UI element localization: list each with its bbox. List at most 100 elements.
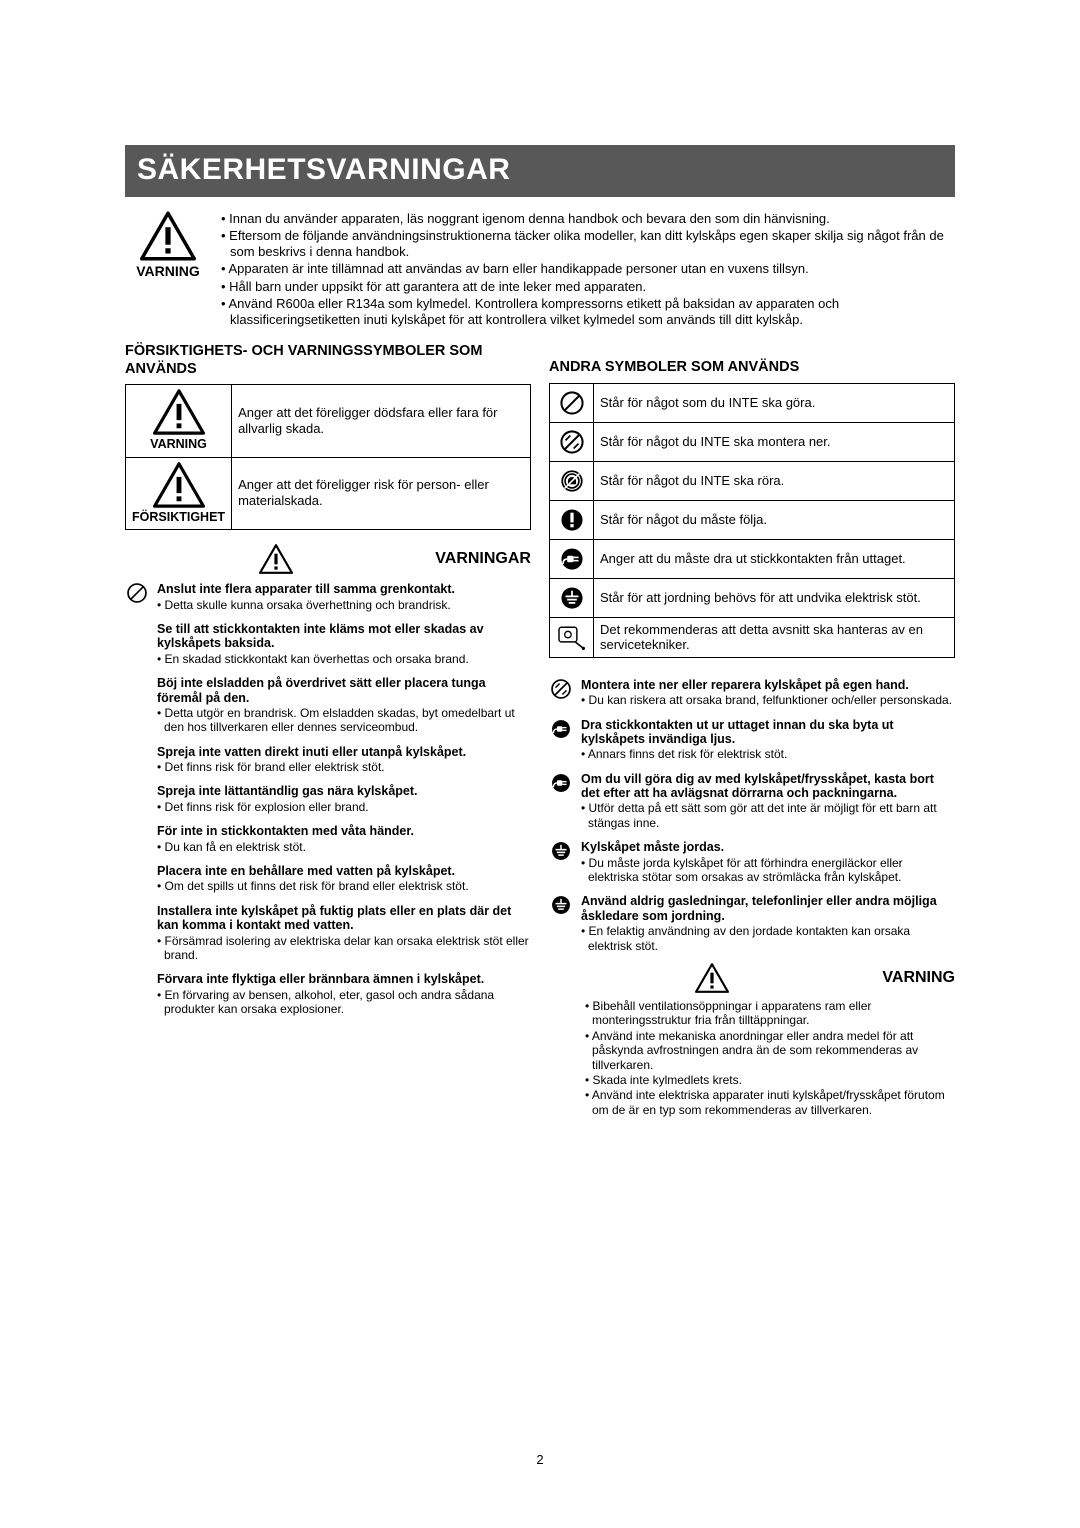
ground-icon — [550, 578, 594, 617]
warning-heading: Montera inte ner eller reparera kylskåpe… — [581, 678, 955, 692]
table-row: VARNING Anger att det föreligger dödsfar… — [126, 385, 531, 458]
warning-line: • Du kan få en elektrisk stöt. — [157, 840, 531, 854]
prohibit-icon — [125, 582, 149, 612]
warning-line: • En skadad stickkontakt kan överhettas … — [157, 652, 531, 666]
warning-line: • Detta utgör en brandrisk. Om elsladden… — [157, 706, 531, 735]
warning-line: • Om det spills ut finns det risk för br… — [157, 879, 531, 893]
footer-bullet: • Skada inte kylmedlets krets. — [585, 1073, 955, 1087]
warning-item: Anslut inte flera apparater till samma g… — [125, 582, 531, 612]
symbol-description: Står för att jordning behövs för att und… — [594, 578, 955, 617]
warning-heading: Använd aldrig gasledningar, telefonlinje… — [581, 894, 955, 923]
left-symbol-table: VARNING Anger att det föreligger dödsfar… — [125, 384, 531, 530]
warning-item: Använd aldrig gasledningar, telefonlinje… — [549, 894, 955, 953]
varningar-label: VARNINGAR — [435, 549, 531, 569]
warning-line: • Du kan riskera att orsaka brand, felfu… — [581, 693, 955, 707]
must-follow-icon — [550, 500, 594, 539]
warning-heading: Spreja inte vatten direkt inuti eller ut… — [157, 745, 531, 759]
warning-line: • Utför detta på ett sätt som gör att de… — [581, 801, 955, 830]
intro-bullet: • Håll barn under uppsikt för att garant… — [221, 279, 955, 295]
symbol-description: Står för något som du INTE ska göra. — [594, 383, 955, 422]
varningar-heading: VARNINGAR — [125, 544, 531, 574]
warning-triangle-icon — [132, 462, 225, 508]
warning-heading: Anslut inte flera apparater till samma g… — [157, 582, 531, 596]
intro-bullets: • Innan du använder apparaten, läs noggr… — [221, 211, 955, 330]
warning-item: Montera inte ner eller reparera kylskåpe… — [549, 678, 955, 708]
warning-line: • Du måste jorda kylskåpet för att förhi… — [581, 856, 955, 885]
symbol-description: Står för något du måste följa. — [594, 500, 955, 539]
intro-block: VARNING • Innan du använder apparaten, l… — [125, 211, 955, 330]
warning-item: Se till att stickkontakten inte kläms mo… — [125, 622, 531, 666]
table-row: Står för att jordning behövs för att und… — [550, 578, 955, 617]
table-row: Står för något som du INTE ska göra. — [550, 383, 955, 422]
footer-bullet: • Använd inte mekaniska anordningar elle… — [585, 1029, 955, 1072]
warning-triangle-icon — [132, 389, 225, 435]
footer-varning-heading: VARNING — [549, 963, 955, 993]
footer-bullets: • Bibehåll ventilationsöppningar i appar… — [549, 999, 955, 1117]
left-section-heading: FÖRSIKTIGHETS- OCH VARNINGSSYMBOLER SOM … — [125, 343, 531, 378]
table-row: Står för något du måste följa. — [550, 500, 955, 539]
table-row: FÖRSIKTIGHET Anger att det föreligger ri… — [126, 457, 531, 530]
warning-triangle-icon — [259, 544, 293, 574]
warning-line: • Det finns risk för brand eller elektri… — [157, 760, 531, 774]
warning-heading: Kylskåpet måste jordas. — [581, 840, 955, 854]
warning-heading: Spreja inte lättantändlig gas nära kylsk… — [157, 784, 531, 798]
table-row: Det rekommenderas att detta avsnitt ska … — [550, 617, 955, 657]
warning-heading: Dra stickkontakten ut ur uttaget innan d… — [581, 718, 955, 747]
warning-item: För inte in stickkontakten med våta händ… — [125, 824, 531, 854]
warning-heading: Se till att stickkontakten inte kläms mo… — [157, 622, 531, 651]
warning-heading: Installera inte kylskåpet på fuktig plat… — [157, 904, 531, 933]
warning-heading: Förvara inte flyktiga eller brännbara äm… — [157, 972, 531, 986]
symbol-cell: VARNING — [126, 385, 232, 458]
table-row: Står för något du INTE ska röra. — [550, 461, 955, 500]
unplug-icon — [550, 539, 594, 578]
warning-triangle-icon — [695, 963, 729, 993]
warning-heading: Böj inte elsladden på överdrivet sätt el… — [157, 676, 531, 705]
symbol-description: Anger att du måste dra ut stickkontakten… — [594, 539, 955, 578]
no-disassemble-icon — [550, 422, 594, 461]
right-section-heading: ANDRA SYMBOLER SOM ANVÄNDS — [549, 359, 955, 376]
unplug-icon — [549, 772, 573, 831]
ground-icon — [549, 894, 573, 953]
page-title: SÄKERHETSVARNINGAR — [125, 145, 955, 197]
table-row: Står för något du INTE ska montera ner. — [550, 422, 955, 461]
symbol-label: VARNING — [132, 437, 225, 453]
intro-bullet: • Innan du använder apparaten, läs noggr… — [221, 211, 955, 227]
right-warning-list: Montera inte ner eller reparera kylskåpe… — [549, 678, 955, 953]
page-number: 2 — [0, 1452, 1080, 1468]
warning-item: Installera inte kylskåpet på fuktig plat… — [125, 904, 531, 963]
symbol-description: Det rekommenderas att detta avsnitt ska … — [594, 617, 955, 657]
warning-line: • Annars finns det risk för elektrisk st… — [581, 747, 955, 761]
intro-warning-icon-col: VARNING — [125, 211, 211, 330]
symbol-description: Står för något du INTE ska röra. — [594, 461, 955, 500]
intro-warning-label: VARNING — [125, 263, 211, 281]
warning-item: Spreja inte vatten direkt inuti eller ut… — [125, 745, 531, 775]
intro-bullet: • Eftersom de följande användningsinstru… — [221, 228, 955, 261]
service-icon — [550, 617, 594, 657]
symbol-description: Står för något du INTE ska montera ner. — [594, 422, 955, 461]
right-symbol-table: Står för något som du INTE ska göra. Stå… — [549, 383, 955, 658]
warning-line: • Detta skulle kunna orsaka överhettning… — [157, 598, 531, 612]
warning-line: • En förvaring av bensen, alkohol, eter,… — [157, 988, 531, 1017]
warning-item: Placera inte en behållare med vatten på … — [125, 864, 531, 894]
warning-heading: Placera inte en behållare med vatten på … — [157, 864, 531, 878]
ground-icon — [549, 840, 573, 884]
symbol-cell: FÖRSIKTIGHET — [126, 457, 232, 530]
footer-varning-label: VARNING — [882, 968, 955, 988]
symbol-label: FÖRSIKTIGHET — [132, 510, 225, 526]
symbol-description: Anger att det föreligger risk för person… — [232, 457, 531, 530]
warning-item: Böj inte elsladden på överdrivet sätt el… — [125, 676, 531, 735]
warning-item: Dra stickkontakten ut ur uttaget innan d… — [549, 718, 955, 762]
table-row: Anger att du måste dra ut stickkontakten… — [550, 539, 955, 578]
warning-item: Kylskåpet måste jordas. • Du måste jorda… — [549, 840, 955, 884]
warning-item: Förvara inte flyktiga eller brännbara äm… — [125, 972, 531, 1016]
footer-bullet: • Använd inte elektriska apparater inuti… — [585, 1088, 955, 1117]
warning-heading: Om du vill göra dig av med kylskåpet/fry… — [581, 772, 955, 801]
warning-line: • Det finns risk för explosion eller bra… — [157, 800, 531, 814]
left-warning-list: Anslut inte flera apparater till samma g… — [125, 582, 531, 1016]
warning-line: • En felaktig användning av den jordade … — [581, 924, 955, 953]
warning-item: Om du vill göra dig av med kylskåpet/fry… — [549, 772, 955, 831]
warning-item: Spreja inte lättantändlig gas nära kylsk… — [125, 784, 531, 814]
warning-heading: För inte in stickkontakten med våta händ… — [157, 824, 531, 838]
prohibit-icon — [550, 383, 594, 422]
symbol-description: Anger att det föreligger dödsfara eller … — [232, 385, 531, 458]
